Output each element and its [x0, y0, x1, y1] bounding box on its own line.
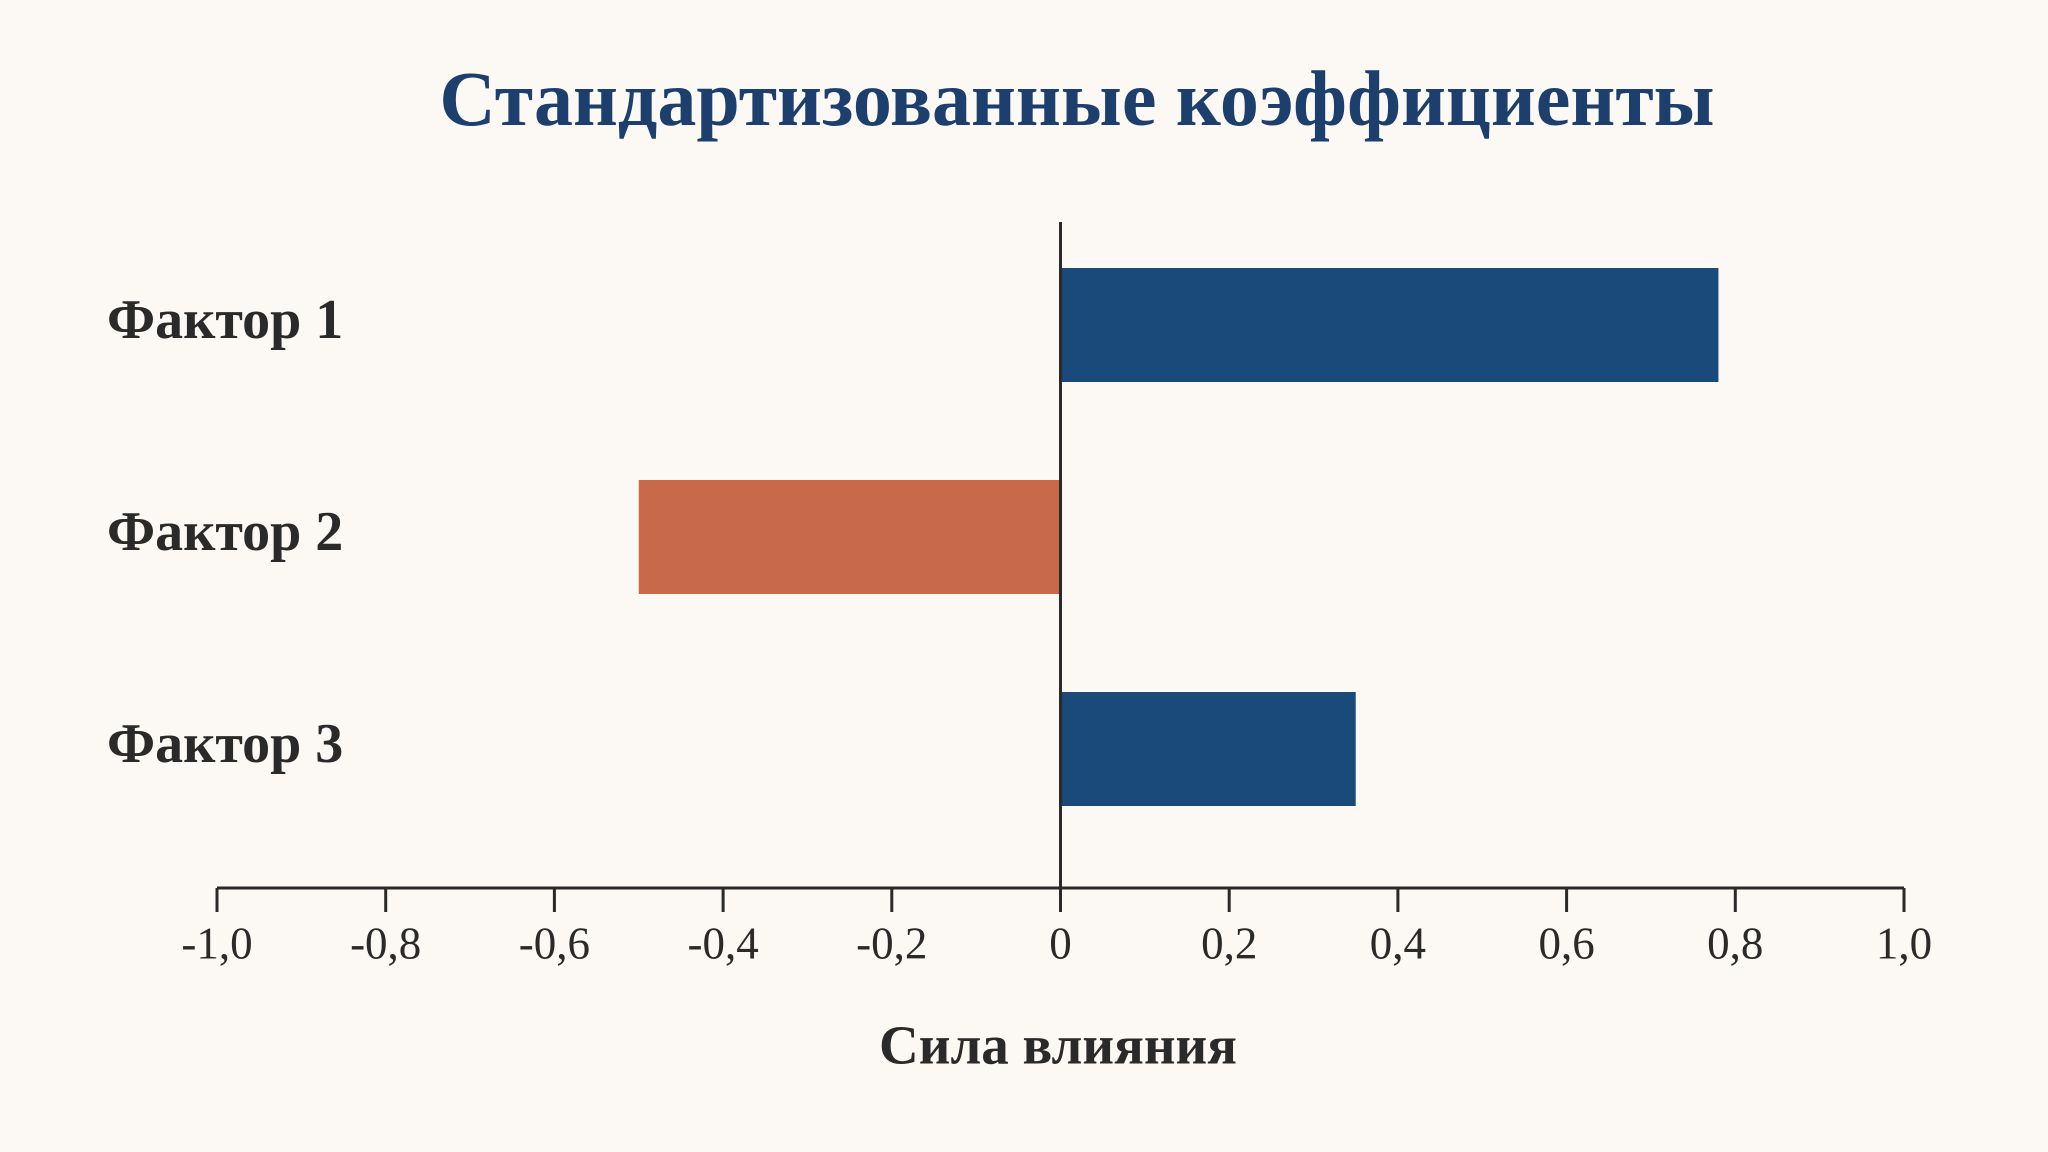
x-tick-label: 0,8: [1707, 918, 1763, 968]
x-tick-label: 0,2: [1201, 918, 1257, 968]
y-tick-label: Фактор 1: [107, 289, 343, 351]
y-tick-label: Фактор 2: [107, 501, 343, 563]
x-tick-label: -0,8: [350, 918, 421, 968]
chart-title: Стандартизованные коэффициенты: [439, 55, 1714, 142]
x-axis-label: Сила влияния: [879, 1015, 1237, 1076]
x-tick-label: 1,0: [1876, 918, 1932, 968]
x-tick-label: 0,4: [1370, 918, 1426, 968]
bar: [1060, 692, 1356, 806]
x-tick-label: -0,4: [687, 918, 758, 968]
y-tick-label: Фактор 3: [107, 713, 343, 775]
x-tick-label: 0,6: [1538, 918, 1594, 968]
x-tick-label: 0: [1049, 918, 1072, 968]
x-tick-label: -1,0: [181, 918, 252, 968]
x-tick-label: -0,6: [519, 918, 590, 968]
bar: [1060, 268, 1719, 382]
bar: [638, 480, 1061, 594]
x-tick-label: -0,2: [856, 918, 927, 968]
